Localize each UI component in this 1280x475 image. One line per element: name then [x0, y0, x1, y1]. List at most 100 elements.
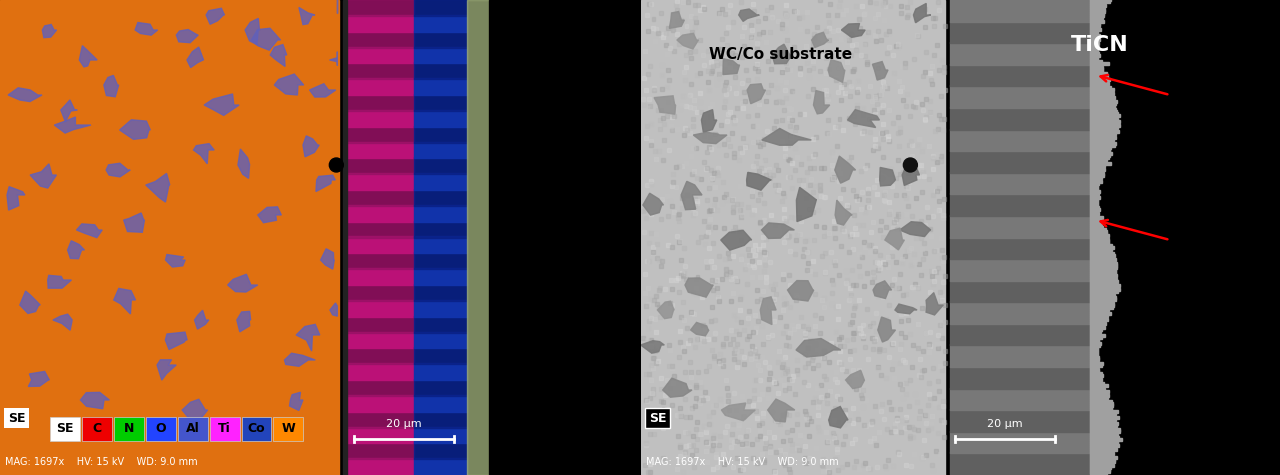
Bar — [731, 422, 736, 426]
Bar — [928, 426, 933, 430]
Bar — [739, 208, 742, 211]
Bar — [685, 24, 689, 28]
Bar — [709, 60, 713, 64]
Bar — [767, 337, 771, 341]
Bar — [771, 15, 774, 19]
Bar — [751, 5, 755, 9]
Bar — [1091, 110, 1117, 113]
Bar — [1091, 310, 1107, 313]
Bar — [1091, 100, 1117, 103]
Bar — [870, 220, 874, 224]
Bar — [646, 418, 650, 423]
Bar — [799, 162, 804, 166]
Bar — [881, 155, 884, 159]
Bar — [823, 377, 828, 380]
Bar — [415, 15, 467, 32]
Bar — [719, 404, 723, 408]
Bar — [897, 144, 901, 148]
Bar — [929, 422, 933, 426]
Bar — [1091, 308, 1110, 311]
Bar — [1091, 450, 1114, 453]
Bar — [662, 122, 666, 126]
Bar — [1091, 54, 1100, 57]
Bar — [823, 195, 827, 200]
Bar — [722, 461, 726, 465]
Bar — [712, 171, 716, 175]
Bar — [795, 233, 799, 237]
Bar — [922, 174, 925, 178]
Bar — [777, 48, 781, 52]
Bar — [751, 456, 755, 460]
Bar — [1091, 76, 1107, 79]
Bar — [731, 432, 735, 436]
Text: TiCN: TiCN — [1071, 35, 1129, 55]
Bar — [694, 24, 698, 28]
Bar — [1091, 448, 1117, 451]
Bar — [823, 271, 827, 275]
Bar — [813, 272, 817, 276]
Bar — [858, 264, 861, 268]
Bar — [787, 234, 791, 238]
Bar — [808, 434, 812, 438]
Bar — [796, 99, 800, 103]
Bar — [932, 397, 936, 400]
Bar — [1091, 8, 1105, 11]
Bar — [886, 458, 890, 462]
Bar — [1091, 328, 1102, 331]
Bar — [803, 338, 806, 342]
Bar — [646, 286, 650, 290]
Bar — [897, 44, 901, 48]
Bar — [922, 455, 925, 459]
Bar — [1091, 382, 1103, 385]
Bar — [664, 378, 668, 382]
Bar — [712, 203, 717, 207]
Bar — [896, 115, 900, 119]
Bar — [805, 171, 809, 174]
Bar — [851, 69, 855, 73]
Bar — [685, 95, 690, 98]
Polygon shape — [81, 392, 109, 409]
Bar — [767, 170, 771, 174]
Bar — [893, 219, 897, 223]
Bar — [768, 386, 772, 390]
Bar — [836, 28, 840, 32]
Bar — [667, 343, 671, 347]
Bar — [1091, 254, 1115, 257]
Bar — [795, 155, 799, 160]
Bar — [739, 295, 744, 299]
Bar — [707, 246, 710, 250]
Bar — [705, 337, 709, 341]
Polygon shape — [835, 156, 855, 183]
Bar — [347, 110, 415, 127]
Polygon shape — [237, 311, 251, 332]
Bar — [695, 240, 700, 244]
Polygon shape — [274, 74, 303, 95]
Bar — [850, 33, 854, 37]
Bar — [905, 15, 909, 19]
Text: Al: Al — [186, 422, 200, 436]
Bar — [733, 202, 737, 206]
Bar — [682, 318, 686, 322]
Bar — [769, 285, 773, 288]
Bar — [684, 450, 687, 454]
Bar — [684, 415, 687, 419]
Bar — [682, 397, 686, 401]
Bar — [750, 189, 754, 193]
Bar — [708, 106, 712, 110]
Bar — [723, 399, 727, 404]
Bar — [760, 324, 764, 329]
Bar — [708, 115, 712, 119]
Bar — [726, 274, 730, 278]
Bar — [709, 147, 713, 151]
Bar — [824, 87, 828, 92]
Bar — [735, 408, 739, 412]
Bar — [1091, 274, 1117, 277]
Bar — [714, 452, 718, 456]
Bar — [788, 216, 792, 219]
Bar — [722, 226, 726, 230]
Bar — [1091, 28, 1101, 31]
Bar — [701, 53, 705, 57]
Bar — [925, 403, 929, 407]
Bar — [883, 199, 887, 203]
Bar — [1091, 230, 1107, 233]
